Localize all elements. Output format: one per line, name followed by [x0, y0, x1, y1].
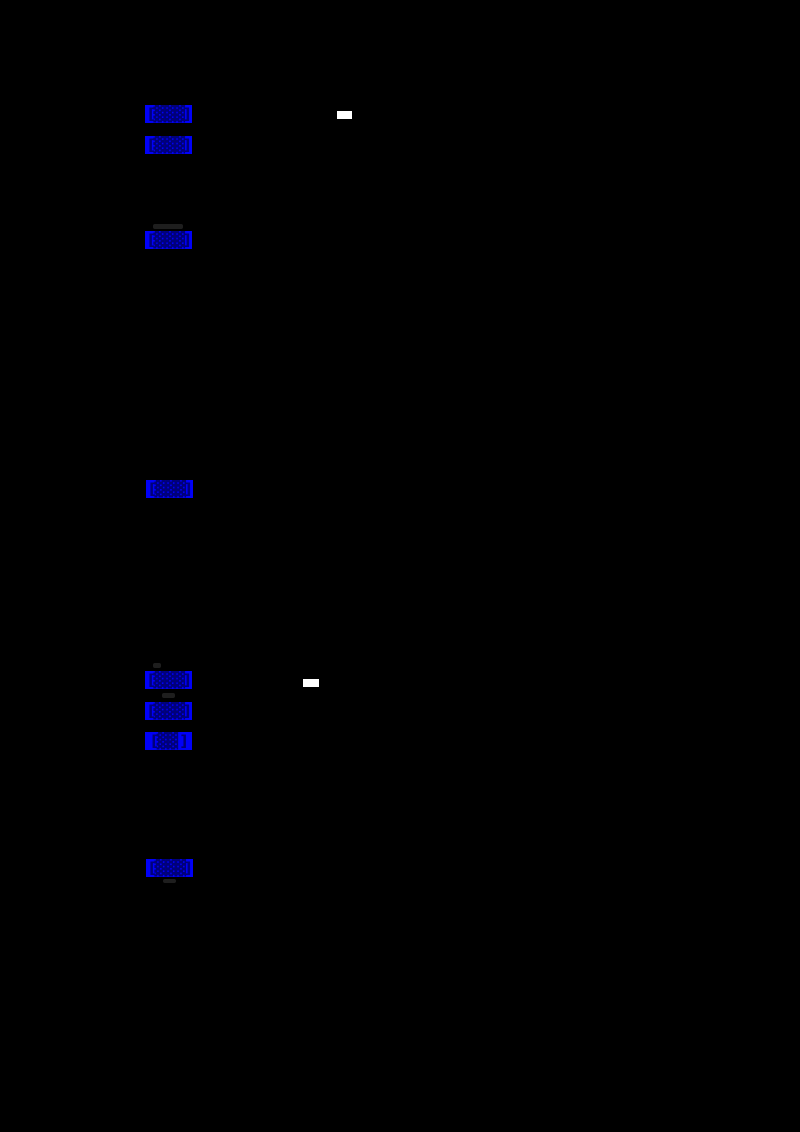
link-highlight-6[interactable]: [▓▓▓]	[145, 702, 192, 720]
faint-text-smudge-1	[153, 224, 183, 229]
link-highlight-4[interactable]: [▓▓▓]	[146, 480, 193, 498]
white-dash-mark-1	[337, 111, 352, 119]
faint-text-smudge-4	[163, 879, 176, 883]
faint-text-smudge-3	[162, 693, 175, 698]
link-highlight-1[interactable]: [▓▓▓]	[145, 105, 192, 123]
link-highlight-5[interactable]: [▓▓▓]	[145, 671, 192, 689]
white-dash-mark-2	[303, 679, 319, 687]
link-highlight-3[interactable]: [▓▓▓]	[145, 231, 192, 249]
link-highlight-2[interactable]: [▓▓▓]	[145, 136, 192, 154]
link-highlight-8[interactable]: [▓▓▓]	[146, 859, 193, 877]
link-highlight-7[interactable]: [▓▓ ]	[145, 732, 192, 750]
faint-text-smudge-2	[153, 663, 161, 668]
